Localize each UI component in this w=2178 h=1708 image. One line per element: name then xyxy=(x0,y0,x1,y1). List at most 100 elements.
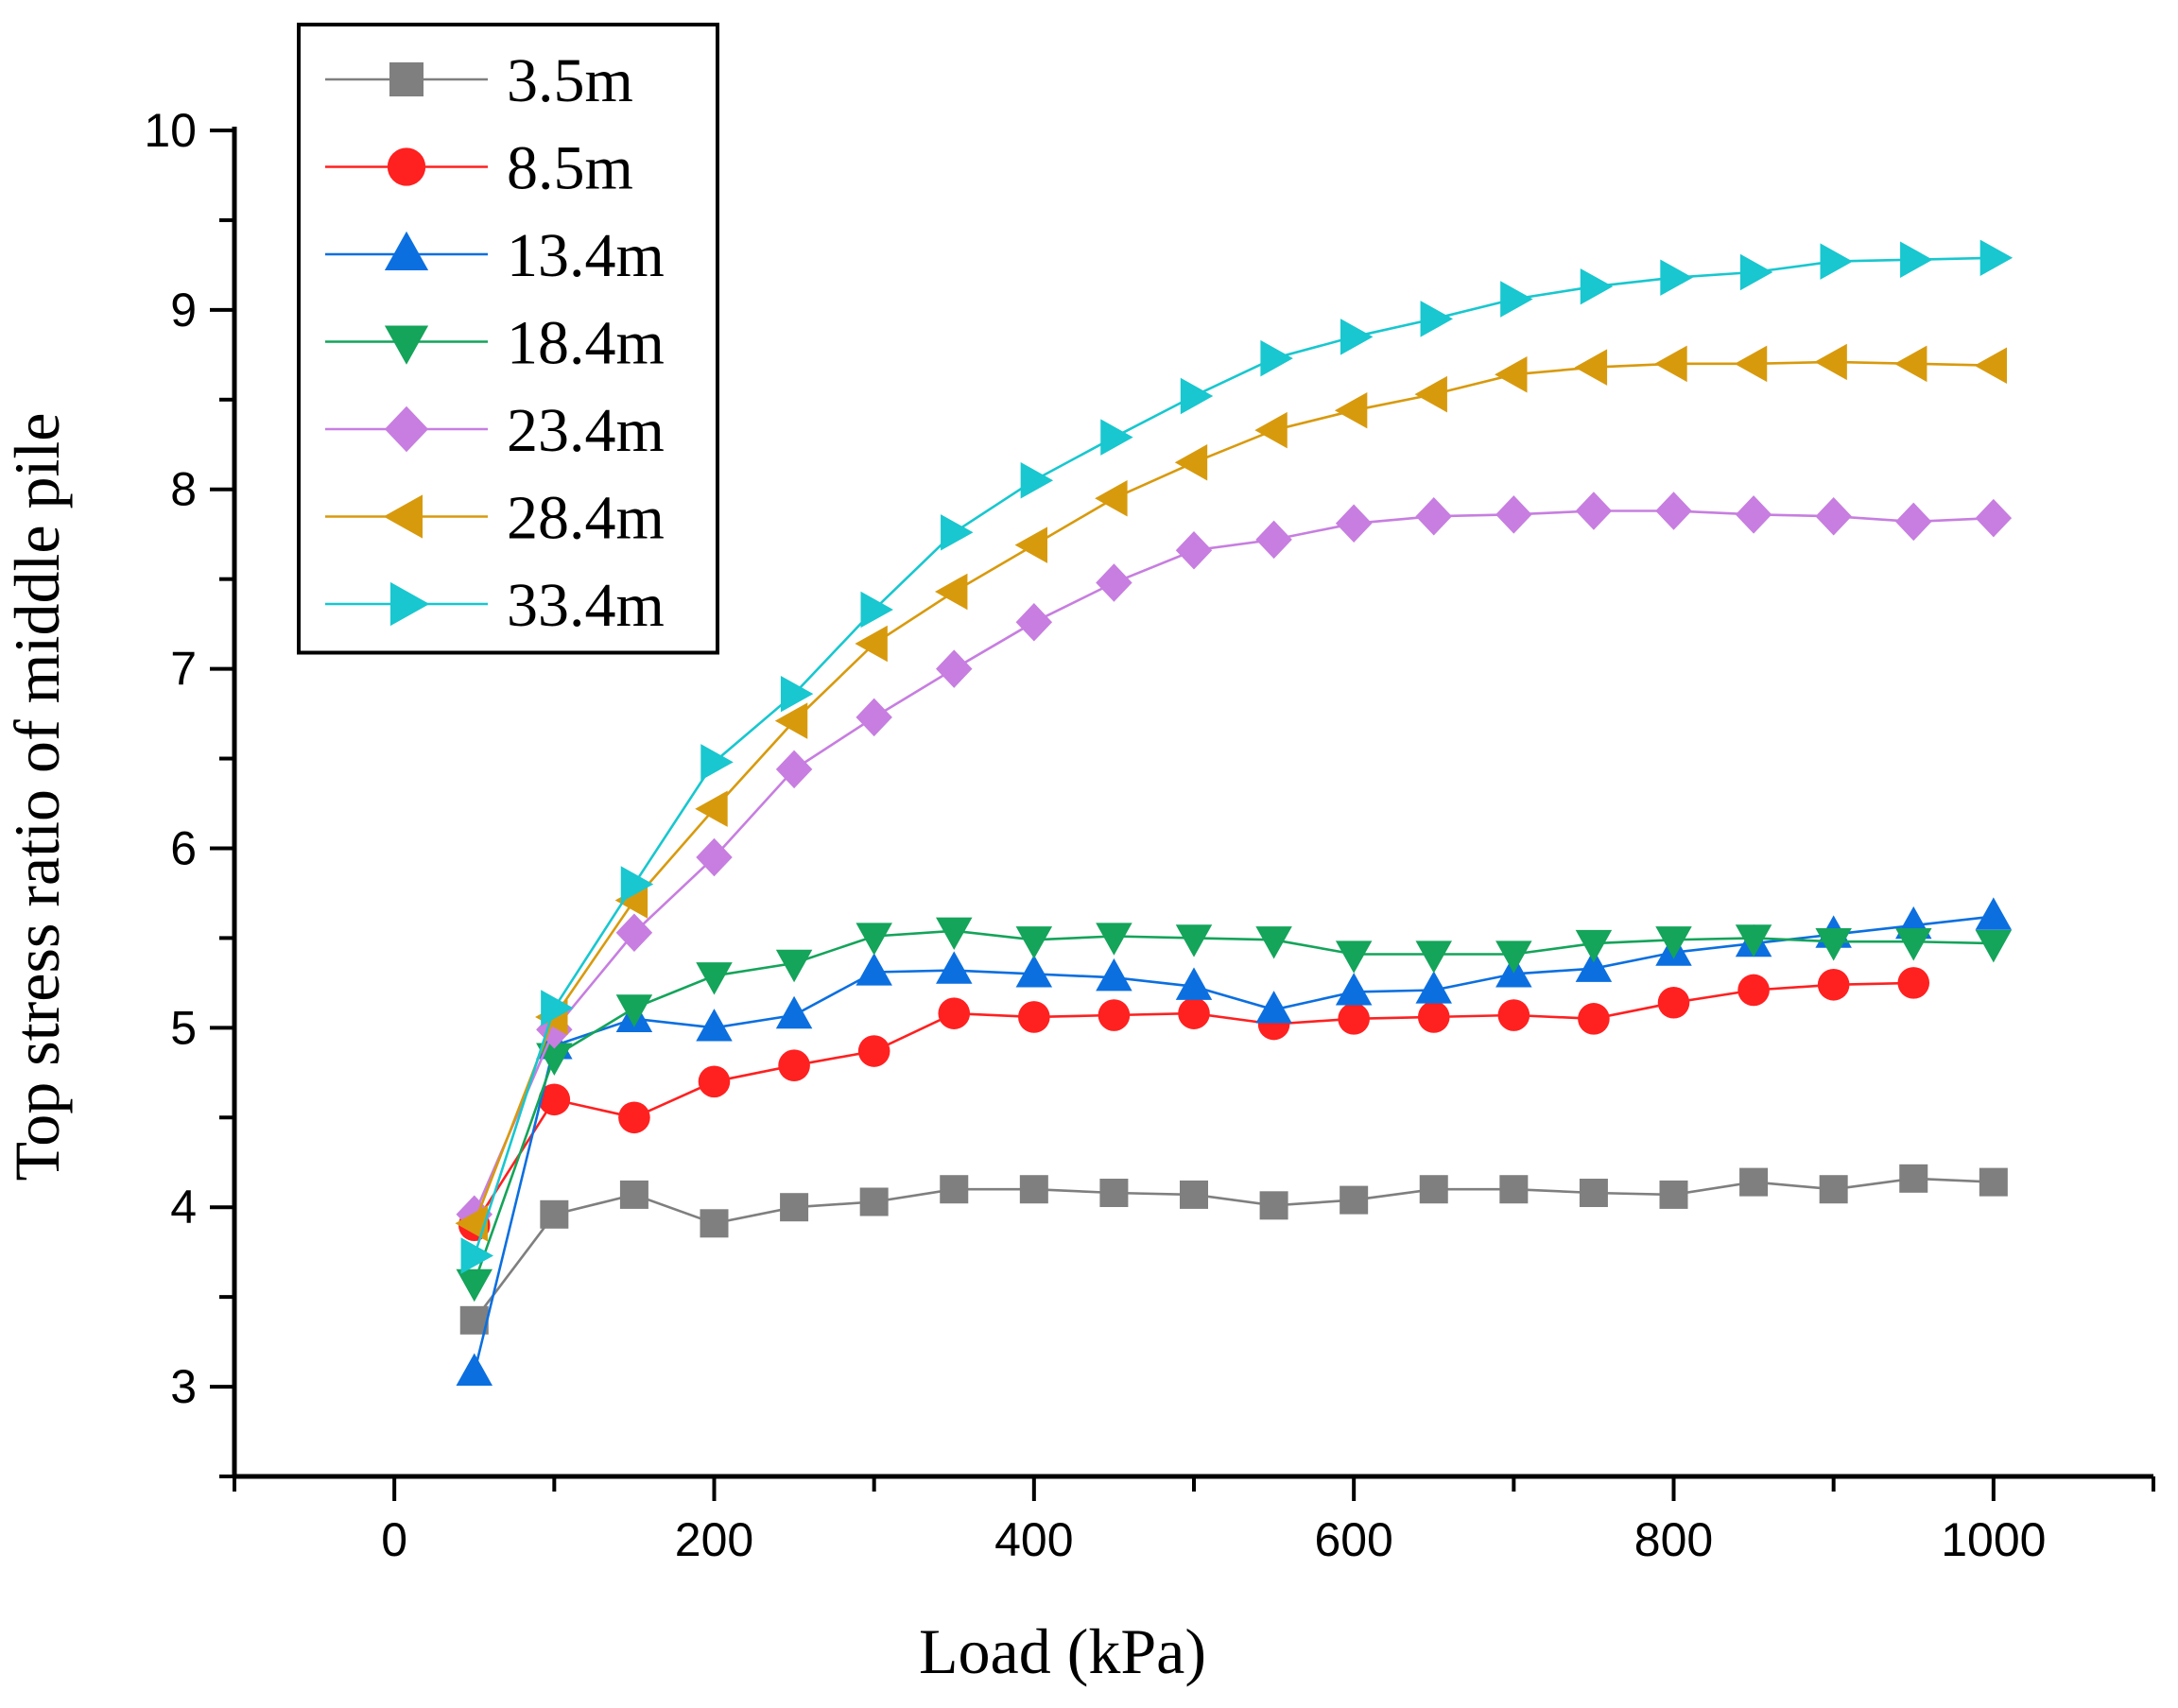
data-point-18.4m xyxy=(1415,940,1452,974)
series-8.5m xyxy=(458,967,1930,1241)
data-point-33.4m xyxy=(1979,239,2014,277)
series-18.4m xyxy=(456,917,2013,1303)
data-point-8.5m xyxy=(1098,999,1131,1031)
x-tick-label: 200 xyxy=(675,1513,753,1566)
series-layer xyxy=(455,239,2014,1387)
data-point-13.4m xyxy=(456,1353,493,1387)
data-point-8.5m xyxy=(1417,1001,1450,1033)
data-point-23.4m xyxy=(1096,563,1132,602)
data-point-3.5m xyxy=(540,1199,569,1229)
data-point-3.5m xyxy=(1340,1185,1369,1215)
data-point-13.4m xyxy=(1575,949,1613,982)
data-point-13.4m xyxy=(696,1009,733,1042)
data-point-13.4m xyxy=(1975,897,2013,930)
series-13.4m xyxy=(456,897,2013,1387)
y-tick-label: 6 xyxy=(170,821,197,874)
data-point-18.4m xyxy=(1735,924,1772,958)
data-point-8.5m xyxy=(938,997,971,1029)
data-point-33.4m xyxy=(1100,419,1133,456)
legend-label: 3.5m xyxy=(507,46,633,115)
legend-marker xyxy=(384,405,429,453)
legend-label: 28.4m xyxy=(507,484,665,553)
data-point-23.4m xyxy=(775,750,813,789)
data-point-8.5m xyxy=(1897,967,1930,999)
data-point-3.5m xyxy=(859,1187,889,1216)
y-tick-label: 3 xyxy=(170,1360,197,1413)
data-point-23.4m xyxy=(936,649,973,688)
legend-label: 13.4m xyxy=(507,221,665,290)
data-point-18.4m xyxy=(1575,929,1613,963)
data-point-28.4m xyxy=(1254,411,1288,449)
data-point-18.4m xyxy=(775,949,813,983)
data-point-28.4m xyxy=(1814,343,1847,381)
data-point-33.4m xyxy=(1900,241,1933,278)
data-point-28.4m xyxy=(774,702,808,739)
data-point-13.4m xyxy=(1096,958,1132,992)
data-point-18.4m xyxy=(456,1268,493,1303)
data-point-18.4m xyxy=(1096,923,1132,956)
data-point-8.5m xyxy=(1338,1003,1370,1035)
data-point-28.4m xyxy=(695,790,728,827)
legend-label: 23.4m xyxy=(507,396,665,465)
data-point-8.5m xyxy=(538,1083,571,1116)
data-point-33.4m xyxy=(460,1237,493,1274)
data-point-3.5m xyxy=(1259,1191,1288,1220)
data-point-3.5m xyxy=(1819,1175,1848,1204)
series-line-13.4m xyxy=(473,915,1994,1373)
data-point-33.4m xyxy=(541,990,574,1027)
legend-entry-3.5m: 3.5m xyxy=(325,46,633,115)
data-point-18.4m xyxy=(856,923,892,956)
data-point-18.4m xyxy=(1335,940,1373,974)
data-point-28.4m xyxy=(1495,355,1528,393)
series-line-3.5m xyxy=(473,1177,1994,1321)
data-point-3.5m xyxy=(780,1193,809,1222)
data-point-23.4m xyxy=(1175,531,1213,570)
data-point-33.4m xyxy=(780,675,814,713)
data-point-23.4m xyxy=(1255,520,1292,560)
data-point-3.5m xyxy=(1099,1179,1129,1208)
data-point-28.4m xyxy=(1334,391,1368,429)
data-point-8.5m xyxy=(1018,1001,1050,1033)
data-point-28.4m xyxy=(455,1205,488,1242)
data-point-8.5m xyxy=(1657,986,1690,1019)
axes-layer: 0 200 400 600 800 1000 3 4 5 6 7 8 9 10 xyxy=(144,104,2155,1566)
y-tick-label: 10 xyxy=(144,104,197,157)
y-tick-label: 5 xyxy=(170,1001,197,1054)
data-point-13.4m xyxy=(1175,967,1213,1000)
data-point-18.4m xyxy=(1015,926,1053,959)
data-point-13.4m xyxy=(1255,991,1292,1024)
data-point-33.4m xyxy=(1660,259,1693,296)
legend-entry-13.4m: 13.4m xyxy=(325,221,665,290)
data-point-3.5m xyxy=(1739,1167,1769,1197)
data-point-3.5m xyxy=(1180,1180,1208,1209)
data-point-13.4m xyxy=(1335,973,1373,1006)
y-tick-label: 8 xyxy=(170,463,197,516)
data-point-18.4m xyxy=(1255,926,1292,959)
data-point-23.4m xyxy=(1415,496,1452,536)
data-point-8.5m xyxy=(1497,999,1530,1031)
x-tick-label: 1000 xyxy=(1941,1513,2046,1566)
data-point-23.4m xyxy=(1495,495,1532,534)
y-tick-label: 9 xyxy=(170,284,197,336)
data-point-23.4m xyxy=(1655,492,1692,530)
data-point-28.4m xyxy=(1734,345,1768,383)
legend-marker xyxy=(384,231,429,271)
data-point-28.4m xyxy=(1654,345,1687,383)
data-point-33.4m xyxy=(1580,267,1614,305)
legend-label: 8.5m xyxy=(507,134,633,203)
x-axis-title: Load (kPa) xyxy=(919,1615,1206,1687)
data-point-23.4m xyxy=(696,837,733,877)
data-point-3.5m xyxy=(1499,1175,1529,1204)
data-point-18.4m xyxy=(696,962,733,995)
data-point-23.4m xyxy=(1575,492,1613,530)
data-point-18.4m xyxy=(1975,929,2013,963)
legend-entry-8.5m: 8.5m xyxy=(325,134,633,203)
data-point-33.4m xyxy=(860,591,893,629)
data-point-23.4m xyxy=(615,913,653,952)
legend-label: 18.4m xyxy=(507,309,665,378)
data-point-28.4m xyxy=(1095,479,1128,517)
data-point-3.5m xyxy=(1019,1175,1048,1204)
data-point-13.4m xyxy=(1415,971,1452,1004)
data-point-8.5m xyxy=(778,1049,810,1082)
